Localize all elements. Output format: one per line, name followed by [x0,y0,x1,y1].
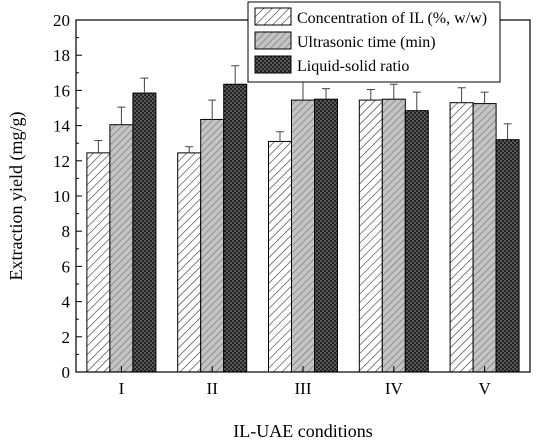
y-tick-label: 12 [53,152,70,171]
legend-swatch [254,31,292,50]
error-bar-1-I [94,140,103,153]
y-tick-label: 16 [53,81,70,100]
error-bar-3-II [231,65,240,85]
y-axis: 0 2 4 6 8 10 12 14 16 18 20 [53,11,82,382]
bar-1-IV [358,99,383,373]
error-bar-2-III [299,80,307,101]
bar-2-IV [381,98,406,373]
legend-item-2: Ultrasonic time (min) [254,31,436,51]
error-bar-3-I [140,77,149,94]
legend-label: Ultrasonic time (min) [297,34,436,51]
y-tick-label: 20 [53,11,70,30]
bar-2-II [200,118,225,373]
legend-label: Liquid-solid ratio [297,58,409,75]
error-bar-3-V [503,123,512,140]
error-bar-1-II [185,146,194,153]
legend-label: Concentration of IL (%, w/w) [297,10,487,27]
error-bars-layer [94,65,512,153]
bar-1-III [268,140,292,373]
x-axis: I II III IV V [119,366,491,398]
x-tick-label-I: I [119,379,125,398]
y-tick-label: 18 [53,46,70,65]
legend-item-3: Liquid-solid ratio [254,55,409,75]
bar-2-V [472,103,497,373]
error-bar-1-III [276,131,284,142]
bar-3-II [223,83,248,373]
y-tick-label: 10 [53,187,70,206]
y-tick-label: 14 [53,117,71,136]
x-tick-label-V: V [478,379,491,398]
bar-1-I [86,152,111,373]
error-bar-2-IV [389,83,398,100]
bar-3-III [314,98,338,373]
bar-3-IV [404,110,429,373]
bar-3-I [132,92,157,373]
error-bar-2-V [480,91,489,104]
bars-layer [86,83,520,373]
error-bar-2-II [208,99,217,120]
y-tick-label: 0 [62,363,71,382]
x-tick-label-III: III [295,379,312,398]
y-tick-label: 6 [62,257,71,276]
error-bar-2-I [117,106,126,125]
y-axis-label: Extraction yield (mg/g) [6,112,27,281]
error-bar-3-III [322,88,330,100]
bar-1-V [449,102,474,373]
bar-2-I [109,124,134,373]
y-tick-label: 2 [62,328,71,347]
bar-3-V [495,139,520,373]
error-bar-3-IV [412,91,421,111]
y-tick-label: 4 [62,293,71,312]
x-tick-label-IV: IV [385,379,404,398]
x-tick-label-II: II [207,379,219,398]
legend: Concentration of IL (%, w/w) Ultrasonic t… [247,1,501,83]
legend-swatch [254,55,292,74]
legend-item-1: Concentration of IL (%, w/w) [254,7,487,27]
error-bar-1-IV [366,89,375,101]
bar-1-II [177,152,202,373]
y-tick-label: 8 [62,222,71,241]
legend-swatch [254,7,292,26]
bar-2-III [291,99,315,373]
error-bar-1-V [457,87,466,103]
x-axis-label: IL-UAE conditions [233,421,372,441]
